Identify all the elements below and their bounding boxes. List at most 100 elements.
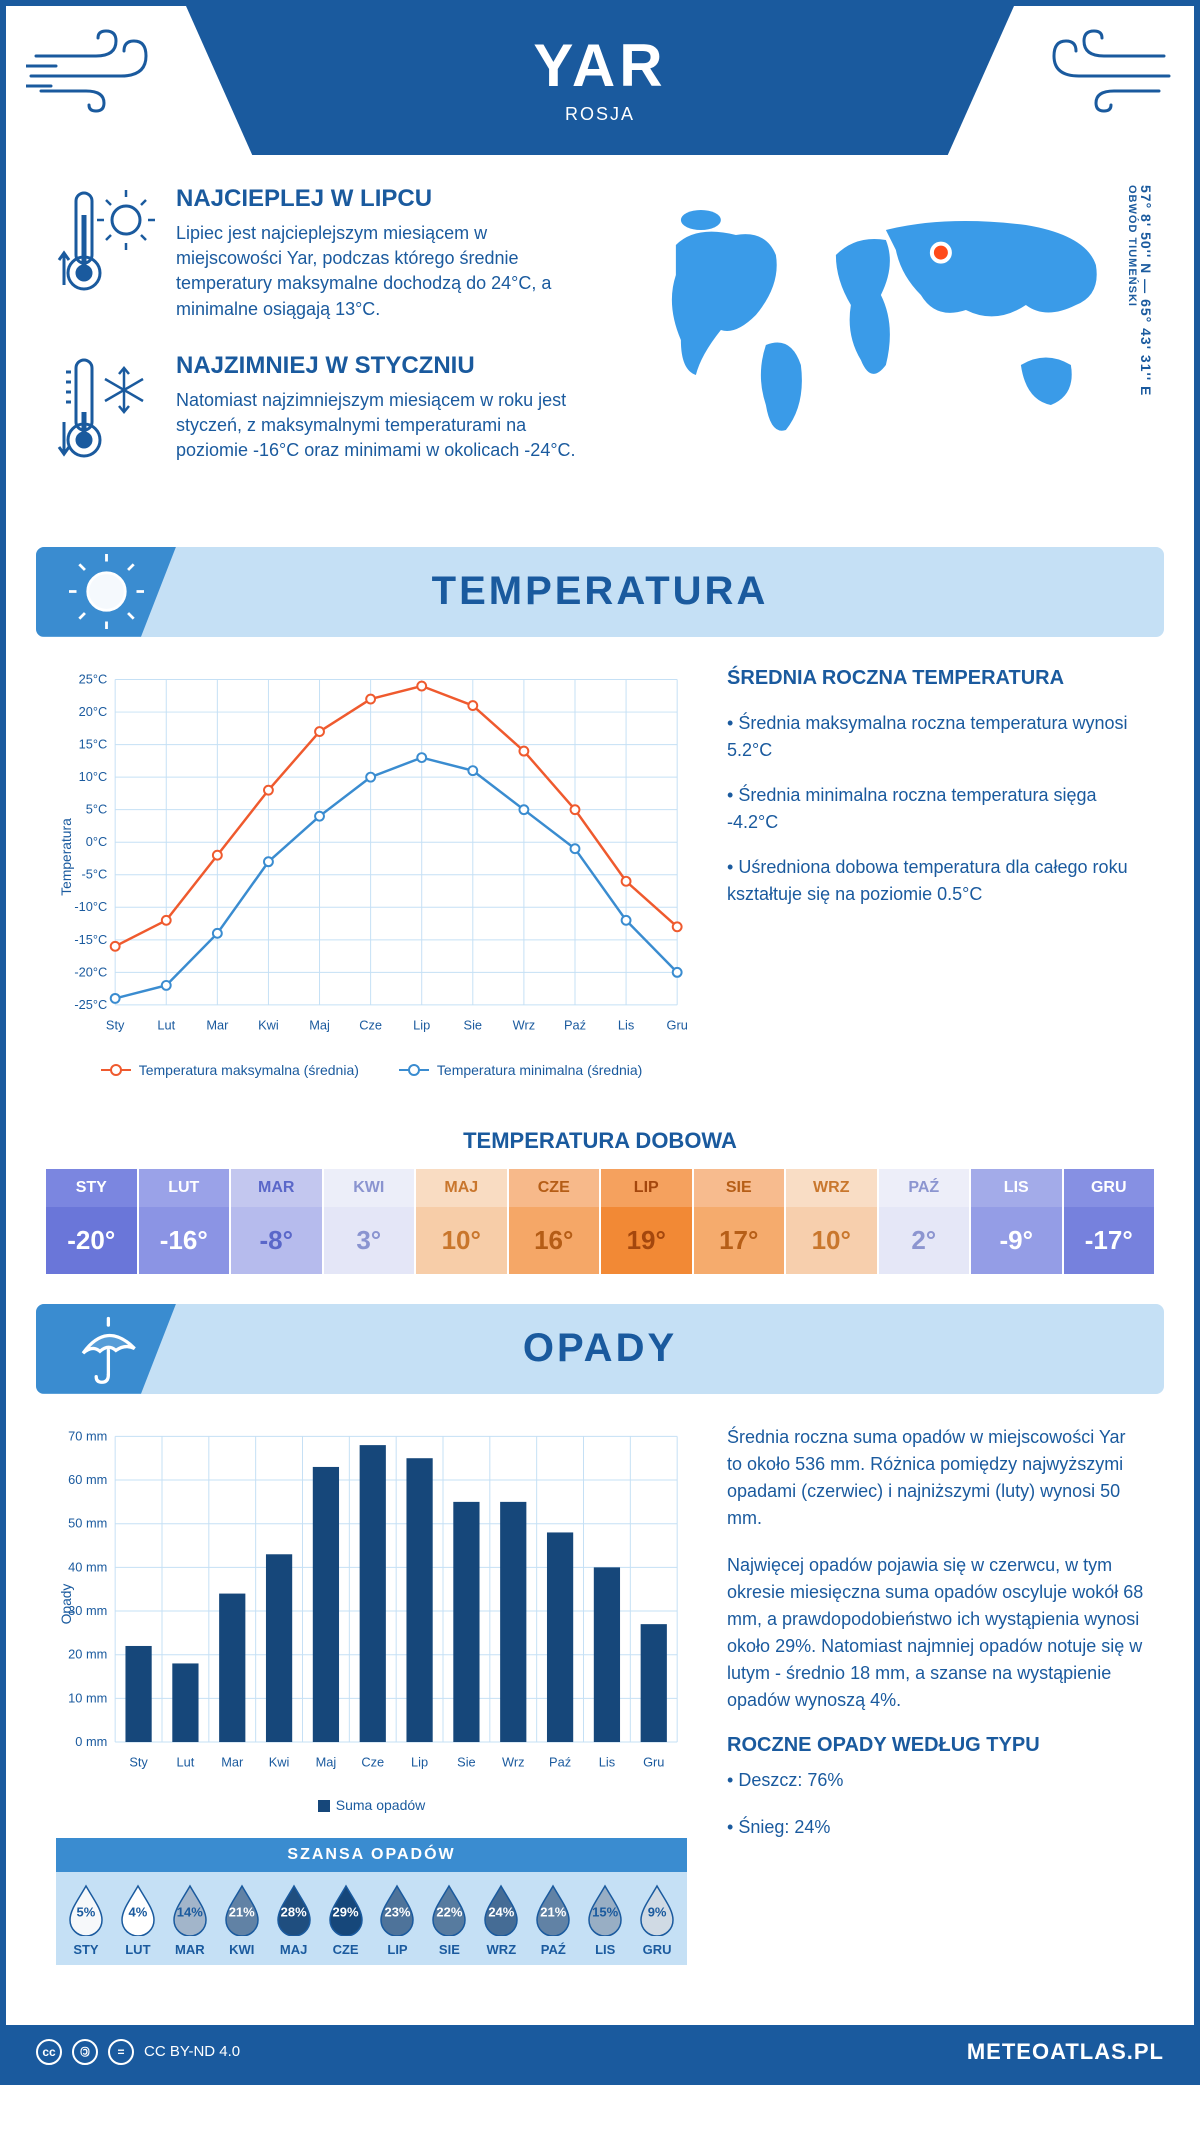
coordinates-label: 57° 8' 50'' N — 65° 43' 31'' E OBWÓD TIU… xyxy=(1126,185,1154,396)
svg-text:25°C: 25°C xyxy=(79,671,108,686)
fact-warmest: NAJCIEPLEJ W LIPCU Lipiec jest najcieple… xyxy=(56,185,578,322)
svg-text:-15°C: -15°C xyxy=(74,932,107,947)
svg-text:10 mm: 10 mm xyxy=(68,1690,107,1705)
svg-text:Lut: Lut xyxy=(157,1017,175,1032)
svg-text:Cze: Cze xyxy=(359,1017,382,1032)
sun-icon xyxy=(36,547,176,637)
daily-temp-table: STY-20°LUT-16°MAR-8°KWI3°MAJ10°CZE16°LIP… xyxy=(46,1169,1154,1274)
temp-chart-legend: Temperatura maksymalna (średnia) Tempera… xyxy=(56,1062,687,1078)
thermometer-snow-icon xyxy=(56,352,156,467)
svg-text:40 mm: 40 mm xyxy=(68,1559,107,1574)
daily-cell: WRZ10° xyxy=(786,1169,879,1274)
raindrop-icon: 29% xyxy=(325,1884,367,1936)
svg-text:Lis: Lis xyxy=(599,1754,615,1769)
svg-text:-20°C: -20°C xyxy=(74,964,107,979)
svg-text:Paź: Paź xyxy=(564,1017,586,1032)
precip-legend: Suma opadów xyxy=(56,1797,687,1813)
raindrop-icon: 22% xyxy=(428,1884,470,1936)
svg-text:Gru: Gru xyxy=(666,1017,687,1032)
daily-cell: GRU-17° xyxy=(1064,1169,1155,1274)
svg-text:Sie: Sie xyxy=(464,1017,483,1032)
svg-text:Opady: Opady xyxy=(59,1583,74,1624)
svg-text:-5°C: -5°C xyxy=(82,866,108,881)
chance-cell: 9% GRU xyxy=(631,1884,683,1957)
temp-bullet: • Średnia minimalna roczna temperatura s… xyxy=(727,782,1144,836)
chance-cell: 29% CZE xyxy=(320,1884,372,1957)
raindrop-icon: 14% xyxy=(169,1884,211,1936)
svg-text:60 mm: 60 mm xyxy=(68,1472,107,1487)
world-map-box: 57° 8' 50'' N — 65° 43' 31'' E OBWÓD TIU… xyxy=(608,185,1144,497)
fact-coldest: NAJZIMNIEJ W STYCZNIU Natomiast najzimni… xyxy=(56,352,578,467)
section-header-precip: OPADY xyxy=(36,1304,1164,1394)
region-label: OBWÓD TIUMEŃSKI xyxy=(1126,185,1138,396)
svg-text:Lip: Lip xyxy=(413,1017,430,1032)
chance-title: SZANSA OPADÓW xyxy=(56,1838,687,1872)
chance-cell: 28% MAJ xyxy=(268,1884,320,1957)
svg-text:-10°C: -10°C xyxy=(74,899,107,914)
temp-info-heading: ŚREDNIA ROCZNA TEMPERATURA xyxy=(727,667,1144,690)
svg-text:Sty: Sty xyxy=(129,1754,148,1769)
raindrop-icon: 4% xyxy=(117,1884,159,1936)
site-name: METEOATLAS.PL xyxy=(967,2039,1164,2065)
page-title: YAR xyxy=(196,31,1004,100)
raindrop-icon: 21% xyxy=(532,1884,574,1936)
chance-cell: 14% MAR xyxy=(164,1884,216,1957)
svg-text:0 mm: 0 mm xyxy=(75,1734,107,1749)
fact-cold-title: NAJZIMNIEJ W STYCZNIU xyxy=(176,352,578,380)
svg-text:0°C: 0°C xyxy=(86,834,107,849)
precip-info: Średnia roczna suma opadów w miejscowośc… xyxy=(727,1424,1144,1965)
svg-text:30 mm: 30 mm xyxy=(68,1603,107,1618)
section-header-temp: TEMPERATURA xyxy=(36,547,1164,637)
legend-min: Temperatura minimalna (średnia) xyxy=(399,1062,642,1078)
svg-text:Maj: Maj xyxy=(316,1754,337,1769)
title-banner: YAR ROSJA xyxy=(186,6,1014,155)
header: YAR ROSJA xyxy=(6,6,1194,155)
svg-text:70 mm: 70 mm xyxy=(68,1428,107,1443)
svg-text:Mar: Mar xyxy=(206,1017,229,1032)
svg-text:Lip: Lip xyxy=(411,1754,428,1769)
license-text: CC BY-ND 4.0 xyxy=(144,2043,240,2060)
temp-info: ŚREDNIA ROCZNA TEMPERATURA • Średnia mak… xyxy=(727,667,1144,1078)
chance-cell: 21% KWI xyxy=(216,1884,268,1957)
daily-cell: LUT-16° xyxy=(139,1169,232,1274)
svg-text:Maj: Maj xyxy=(309,1017,330,1032)
daily-cell: LIS-9° xyxy=(971,1169,1064,1274)
chance-cell: 22% SIE xyxy=(423,1884,475,1957)
svg-text:Lut: Lut xyxy=(177,1754,195,1769)
svg-text:50 mm: 50 mm xyxy=(68,1515,107,1530)
temp-bullet: • Średnia maksymalna roczna temperatura … xyxy=(727,710,1144,764)
raindrop-icon: 28% xyxy=(273,1884,315,1936)
svg-text:10°C: 10°C xyxy=(79,769,108,784)
chance-cell: 24% WRZ xyxy=(475,1884,527,1957)
country-label: ROSJA xyxy=(196,104,1004,125)
location-marker-icon xyxy=(932,244,950,262)
svg-text:Cze: Cze xyxy=(361,1754,384,1769)
daily-cell: KWI3° xyxy=(324,1169,417,1274)
svg-text:5°C: 5°C xyxy=(86,801,107,816)
temp-section: -25°C-20°C-15°C-10°C-5°C0°C5°C10°C15°C20… xyxy=(6,637,1194,1108)
chance-cell: 23% LIP xyxy=(372,1884,424,1957)
svg-text:Mar: Mar xyxy=(221,1754,244,1769)
svg-text:Wrz: Wrz xyxy=(513,1017,536,1032)
svg-text:Wrz: Wrz xyxy=(502,1754,525,1769)
precip-p1: Średnia roczna suma opadów w miejscowośc… xyxy=(727,1424,1144,1532)
daily-cell: SIE17° xyxy=(694,1169,787,1274)
svg-text:Sie: Sie xyxy=(457,1754,476,1769)
precip-type-heading: ROCZNE OPADY WEDŁUG TYPU xyxy=(727,1734,1144,1757)
svg-text:Kwi: Kwi xyxy=(258,1017,279,1032)
svg-text:15°C: 15°C xyxy=(79,736,108,751)
svg-text:Lis: Lis xyxy=(618,1017,634,1032)
intro-facts: NAJCIEPLEJ W LIPCU Lipiec jest najcieple… xyxy=(56,185,578,497)
daily-cell: CZE16° xyxy=(509,1169,602,1274)
license-block: cc 🄯 = CC BY-ND 4.0 xyxy=(36,2039,240,2065)
daily-cell: MAR-8° xyxy=(231,1169,324,1274)
daily-cell: PAŹ2° xyxy=(879,1169,972,1274)
umbrella-icon xyxy=(36,1304,176,1394)
precip-type: • Deszcz: 76% xyxy=(727,1767,1144,1794)
svg-text:20 mm: 20 mm xyxy=(68,1646,107,1661)
chance-cell: 15% LIS xyxy=(579,1884,631,1957)
section-title-temp: TEMPERATURA xyxy=(432,569,769,614)
svg-text:Sty: Sty xyxy=(106,1017,125,1032)
raindrop-icon: 21% xyxy=(221,1884,263,1936)
fact-cold-text: Natomiast najzimniejszym miesiącem w rok… xyxy=(176,388,578,464)
